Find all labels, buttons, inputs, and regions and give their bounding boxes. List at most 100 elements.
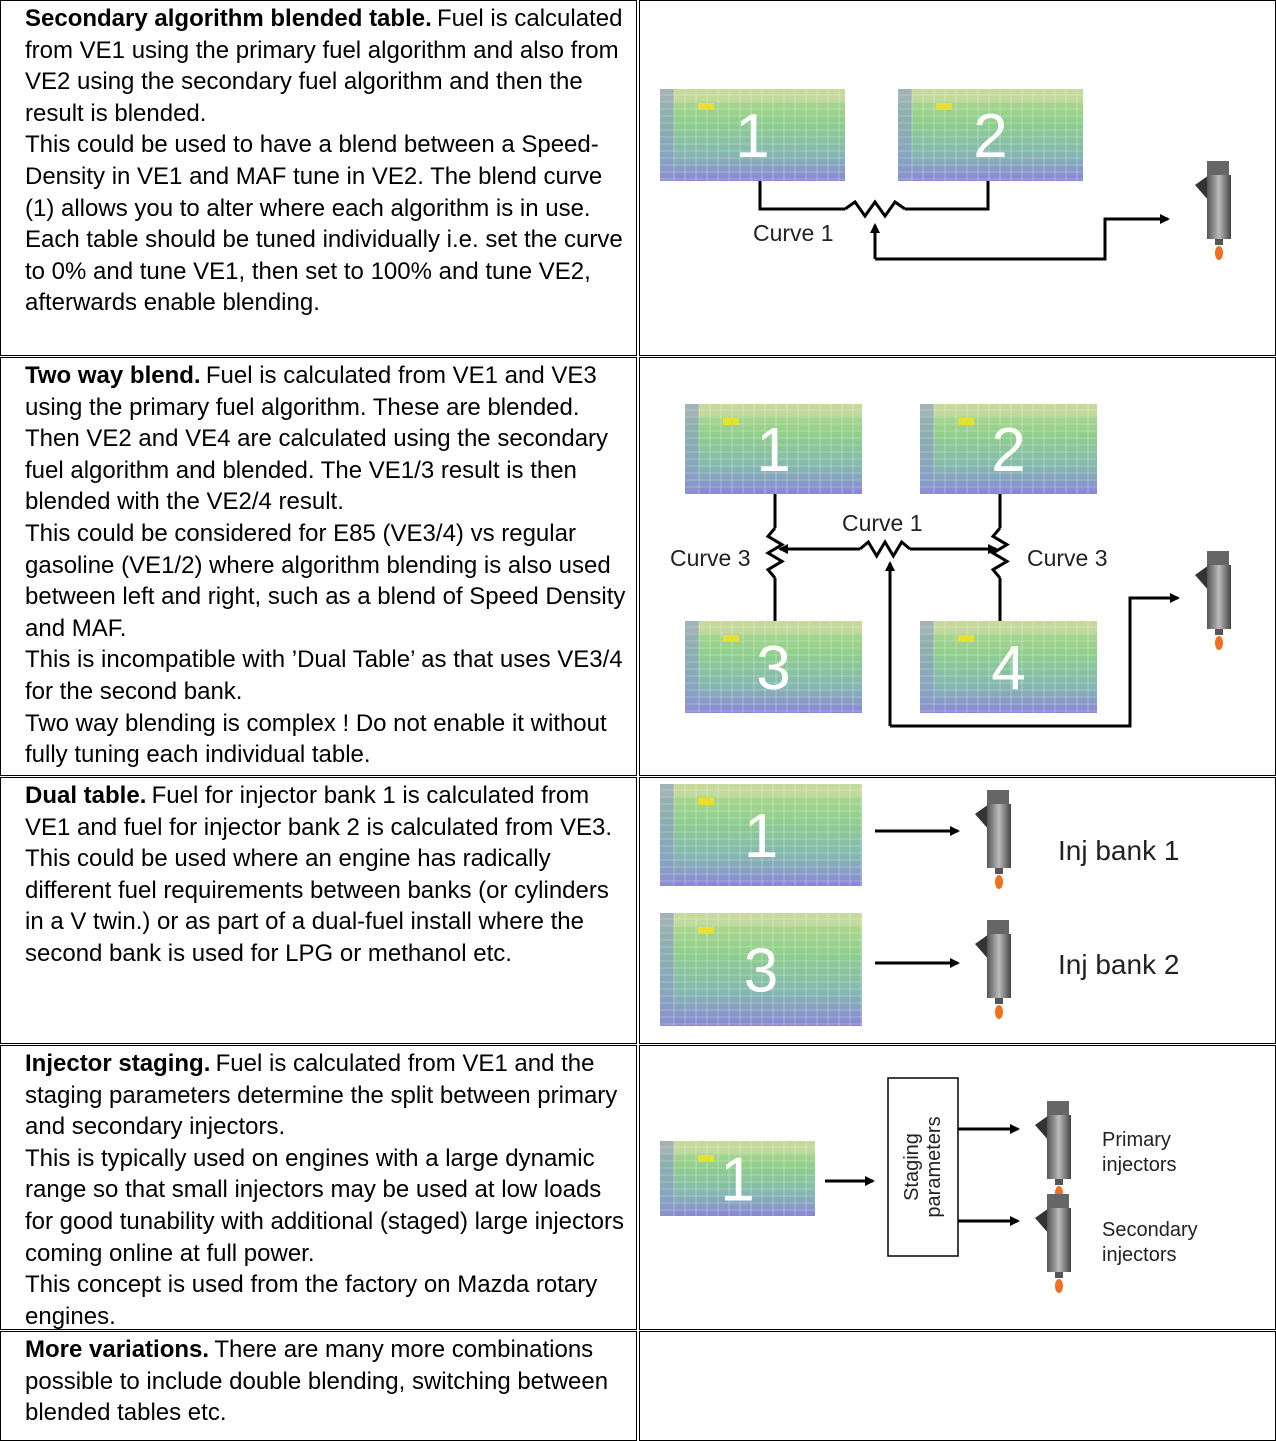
diagram-cell: 1 3 Inj bank 1 Inj bank 2 (639, 777, 1276, 1044)
injector-connector (975, 934, 989, 960)
injector (1195, 161, 1231, 260)
paragraph-text: Fuel is calculated from VE1 and the stag… (25, 1050, 618, 1141)
injector-cap (1047, 1101, 1069, 1115)
paragraph: This is typically used on engines with a… (25, 1143, 626, 1269)
diagram-label: Staging (901, 1133, 923, 1201)
injector-nozzle (1055, 1179, 1063, 1185)
injector (1035, 1101, 1071, 1200)
diagram: 1 Staging parameters Primary injectors Second… (660, 1077, 1198, 1293)
ve-table-number: 1 (720, 1146, 754, 1215)
connector (859, 539, 911, 559)
paragraph: This concept is used from the factory on… (25, 1269, 626, 1329)
ve-table-number: 3 (756, 634, 790, 703)
diagram-label: Primary (1102, 1129, 1171, 1151)
injector-cap (987, 920, 1009, 934)
diagram-label: Secondary (1102, 1219, 1198, 1241)
ve-table-number: 1 (744, 802, 778, 871)
highlight (936, 103, 952, 110)
paragraph-text: This could be used to have a blend betwe… (25, 131, 623, 317)
connector (890, 593, 1180, 728)
injector (1035, 1194, 1071, 1293)
connector (758, 181, 845, 211)
injector-body (1207, 565, 1231, 629)
row-title: Dual table. (25, 782, 147, 809)
diagram-label: Inj bank 2 (1058, 949, 1179, 980)
ve-table: 1 (660, 784, 862, 886)
ve-table: 4 (920, 621, 1097, 713)
paragraph: This could be used to have a blend betwe… (25, 129, 626, 319)
diagram-label: Curve 1 (753, 220, 834, 246)
paragraph-text: This is incompatible with ’Dual Table’ a… (25, 646, 623, 705)
ve-table-bg (898, 89, 1083, 181)
injector-nozzle (1215, 629, 1223, 635)
ve-table-number: 1 (735, 102, 769, 171)
ve-table-number: 2 (991, 416, 1025, 485)
paragraph-text: Fuel is calculated from VE1 and VE3 usin… (25, 362, 609, 516)
ve-table-side (660, 1141, 674, 1216)
text-cell: More variations. There are many more comb… (0, 1331, 637, 1441)
diagram: 1 2 3 4 Curve 1 Curve 3 Curve 3 (670, 404, 1231, 728)
diagram-label: Curve 3 (670, 545, 751, 571)
spray (995, 1005, 1003, 1019)
ve-table-bg (660, 913, 862, 1026)
diagram-cell: 1 2 3 4 Curve 1 Curve 3 Curve 3 (639, 357, 1276, 776)
ve-table-bg (920, 404, 1097, 494)
paragraph: Dual table. Fuel for injector bank 1 is c… (25, 780, 626, 843)
injector (975, 790, 1011, 889)
connector (990, 527, 1010, 579)
paragraph-text: There are many more combinations possibl… (25, 1336, 609, 1427)
highlight (698, 927, 714, 934)
ve-table-number: 4 (991, 634, 1025, 703)
highlight (698, 798, 714, 805)
ve-table-side (685, 404, 699, 494)
row-title: Secondary algorithm blended table. (25, 5, 432, 32)
ve-table-side (660, 89, 674, 181)
injector-body (1047, 1115, 1071, 1179)
paragraph-text: Fuel is calculated from VE1 using the pr… (25, 5, 623, 127)
paragraph-text: This could be considered for E85 (VE3/4)… (25, 519, 626, 642)
paragraph: This could be used where an engine has r… (25, 843, 626, 969)
ve-table-side (685, 621, 699, 713)
ve-table: 3 (660, 913, 862, 1026)
text-cell: Injector staging. Fuel is calculated from… (0, 1045, 637, 1330)
diagram: 1 3 Inj bank 1 Inj bank 2 (660, 784, 1179, 1026)
row-title: Two way blend. (25, 362, 201, 389)
ve-table: 1 (660, 1141, 815, 1216)
injector (1195, 551, 1231, 650)
paragraph: Two way blending is complex ! Do not ena… (25, 708, 626, 771)
ve-table-side (920, 404, 934, 494)
text-cell: Secondary algorithm blended table. Fuel i… (0, 0, 637, 356)
ve-table-side (920, 621, 934, 713)
diagram-label: injectors (1102, 1154, 1176, 1176)
highlight (698, 103, 714, 110)
highlight (723, 635, 739, 642)
ve-table-number: 1 (756, 416, 790, 485)
diagram-label: parameters (923, 1116, 945, 1217)
diagram-label: Curve 1 (842, 510, 923, 536)
diagram-cell (639, 1331, 1276, 1441)
ve-table: 2 (920, 404, 1097, 494)
highlight (723, 418, 739, 425)
ve-table-number: 2 (973, 102, 1007, 171)
paragraph-text: This could be used where an engine has r… (25, 845, 609, 967)
connector (875, 214, 1170, 261)
ve-table: 2 (898, 89, 1083, 181)
ve-table-bg (660, 784, 862, 886)
ve-table-side (898, 89, 912, 181)
ve-table-side (660, 913, 674, 1026)
injector-body (987, 934, 1011, 998)
spray (995, 875, 1003, 889)
injector-connector (1195, 565, 1209, 591)
paragraph: Secondary algorithm blended table. Fuel i… (25, 3, 626, 129)
paragraph: Injector staging. Fuel is calculated from… (25, 1048, 626, 1143)
ve-table-number: 3 (744, 937, 778, 1006)
injector-nozzle (995, 868, 1003, 874)
highlight (958, 635, 974, 642)
injector-nozzle (1055, 1272, 1063, 1278)
spray (1215, 246, 1223, 260)
diagram-label: Curve 3 (1027, 545, 1108, 571)
connector (765, 527, 785, 579)
diagram-cell: 1 Staging parameters Primary injectors Second… (639, 1045, 1276, 1330)
diagram-cell: 1 2 Curve 1 (639, 0, 1276, 356)
injector-body (1047, 1208, 1071, 1272)
